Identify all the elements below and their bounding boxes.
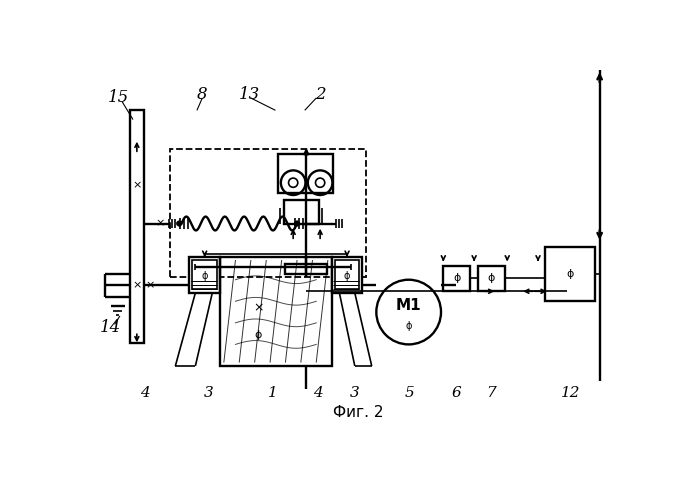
Text: ×: ×	[132, 180, 142, 190]
Text: ×: ×	[145, 280, 154, 290]
Bar	[335, 260, 359, 289]
Bar	[170, 149, 366, 277]
Bar	[443, 266, 470, 290]
Text: 1: 1	[268, 386, 278, 400]
Text: ×: ×	[155, 218, 165, 228]
Text: M1: M1	[396, 298, 421, 313]
Text: ×: ×	[253, 302, 264, 315]
Text: ϕ: ϕ	[201, 271, 208, 281]
Bar	[545, 247, 595, 300]
Text: ϕ: ϕ	[344, 271, 350, 281]
Text: ϕ: ϕ	[453, 273, 461, 283]
Bar	[130, 110, 144, 343]
Bar	[478, 266, 505, 290]
Bar	[284, 200, 319, 224]
Text: Фиг. 2: Фиг. 2	[333, 405, 384, 420]
Text: 8: 8	[197, 85, 208, 103]
Bar	[192, 260, 217, 289]
Text: 2: 2	[315, 85, 326, 103]
Text: ϕ: ϕ	[405, 321, 412, 331]
Bar	[220, 256, 331, 366]
Text: 12: 12	[561, 386, 580, 400]
Text: 4: 4	[313, 386, 323, 400]
Bar	[278, 154, 333, 193]
Text: 3: 3	[203, 386, 213, 400]
Bar	[331, 256, 363, 293]
Text: ϕ: ϕ	[488, 273, 495, 283]
Text: ×: ×	[132, 280, 142, 290]
Text: ϕ: ϕ	[255, 330, 262, 340]
Bar	[189, 256, 220, 293]
Circle shape	[177, 221, 182, 226]
Text: 7: 7	[487, 386, 496, 400]
Text: 15: 15	[108, 89, 129, 106]
Text: 3: 3	[350, 386, 360, 400]
Text: ϕ: ϕ	[566, 269, 574, 279]
Bar	[285, 264, 327, 273]
Text: 4: 4	[140, 386, 150, 400]
Text: 14: 14	[100, 319, 122, 336]
Text: 6: 6	[452, 386, 461, 400]
Text: 5: 5	[405, 386, 415, 400]
Text: 13: 13	[238, 85, 260, 103]
Circle shape	[294, 221, 300, 226]
